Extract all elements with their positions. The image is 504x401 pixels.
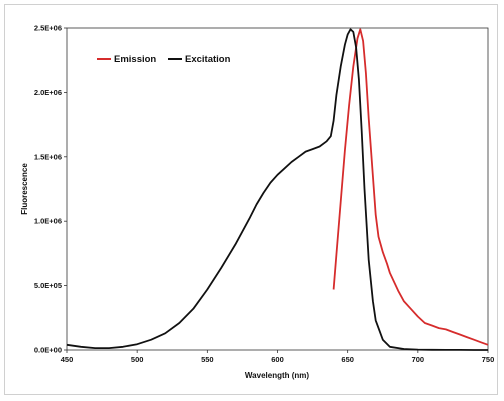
y-tick-label: 1.0E+06 — [34, 217, 62, 226]
x-tick-label: 600 — [271, 355, 284, 364]
x-tick-label: 700 — [412, 355, 425, 364]
y-tick-label: 0.0E+00 — [34, 346, 62, 355]
series-line-emission — [332, 28, 489, 346]
x-tick-label: 750 — [482, 355, 495, 364]
x-tick-label: 500 — [131, 355, 144, 364]
legend: Emission Excitation — [97, 54, 231, 65]
y-axis-label: Fluorescence — [20, 163, 29, 215]
plot-area — [66, 27, 489, 351]
x-axis-label: Wavelength (nm) — [245, 371, 309, 380]
legend-label-emission: Emission — [114, 54, 156, 65]
y-tick-label: 2.0E+06 — [34, 88, 62, 97]
x-tick-label: 450 — [61, 355, 74, 364]
x-tick-label: 650 — [341, 355, 354, 364]
y-tick-label: 2.5E+06 — [34, 24, 62, 33]
series-line-excitation — [66, 28, 488, 351]
legend-label-excitation: Excitation — [185, 54, 231, 65]
y-tick-label: 5.0E+05 — [34, 281, 62, 290]
y-tick-label: 1.5E+06 — [34, 152, 62, 161]
chart-frame — [4, 4, 498, 395]
x-tick-label: 550 — [201, 355, 214, 364]
